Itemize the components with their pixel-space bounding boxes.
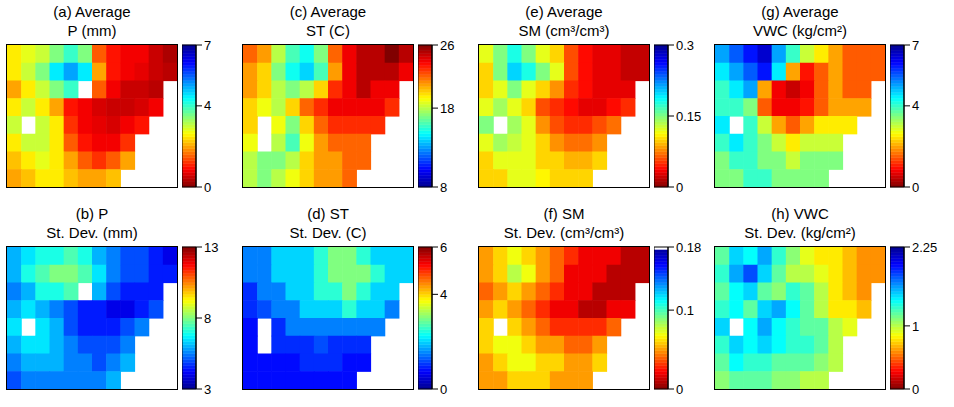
svg-text:0.1: 0.1 — [676, 303, 694, 318]
svg-text:0: 0 — [676, 382, 683, 397]
svg-text:4: 4 — [912, 98, 919, 113]
html-text:(d) ST: (d) ST — [307, 205, 349, 222]
svg-text:0: 0 — [912, 180, 919, 195]
svg-text:7: 7 — [912, 38, 919, 53]
svg-text:0: 0 — [440, 382, 447, 397]
html-text:P (mm): P (mm) — [67, 22, 117, 39]
svg-text:0.3: 0.3 — [676, 38, 694, 53]
html-text:(f) SM: (f) SM — [543, 205, 585, 222]
svg-text:6: 6 — [440, 240, 447, 255]
html-text:(g) Average: (g) Average — [761, 3, 839, 20]
svg-text:0: 0 — [204, 180, 211, 195]
html-text:(e) Average: (e) Average — [525, 3, 603, 20]
svg-text:2.25: 2.25 — [912, 240, 937, 255]
svg-text:8: 8 — [440, 180, 447, 195]
svg-text:0: 0 — [676, 180, 683, 195]
html-text:SM (cm³/cm³): SM (cm³/cm³) — [518, 22, 610, 39]
html-text:ST (C): ST (C) — [306, 22, 350, 39]
svg-text:0.18: 0.18 — [676, 240, 701, 255]
html-text:St. Dev. (kg/cm²): St. Dev. (kg/cm²) — [744, 224, 856, 241]
svg-text:1: 1 — [912, 319, 919, 334]
html-text:St. Dev. (C): St. Dev. (C) — [289, 224, 367, 241]
svg-text:13: 13 — [204, 240, 218, 255]
svg-text:0: 0 — [912, 382, 919, 397]
html-text:(a) Average: (a) Average — [53, 3, 131, 20]
svg-text:8: 8 — [204, 311, 211, 326]
svg-text:18: 18 — [440, 101, 454, 116]
html-text:St. Dev. (cm³/cm³): St. Dev. (cm³/cm³) — [503, 224, 625, 241]
svg-text:4: 4 — [440, 287, 447, 302]
svg-text:26: 26 — [440, 38, 454, 53]
svg-text:7: 7 — [204, 38, 211, 53]
html-text:(h) VWC: (h) VWC — [771, 205, 829, 222]
html-text:(c) Average: (c) Average — [289, 3, 367, 20]
svg-text:0.15: 0.15 — [676, 109, 701, 124]
html-text:St. Dev. (mm): St. Dev. (mm) — [46, 224, 138, 241]
html-text:VWC (kg/cm²): VWC (kg/cm²) — [752, 22, 848, 39]
html-text:(b) P: (b) P — [75, 205, 109, 222]
svg-text:3: 3 — [204, 382, 211, 397]
svg-text:4: 4 — [204, 98, 211, 113]
